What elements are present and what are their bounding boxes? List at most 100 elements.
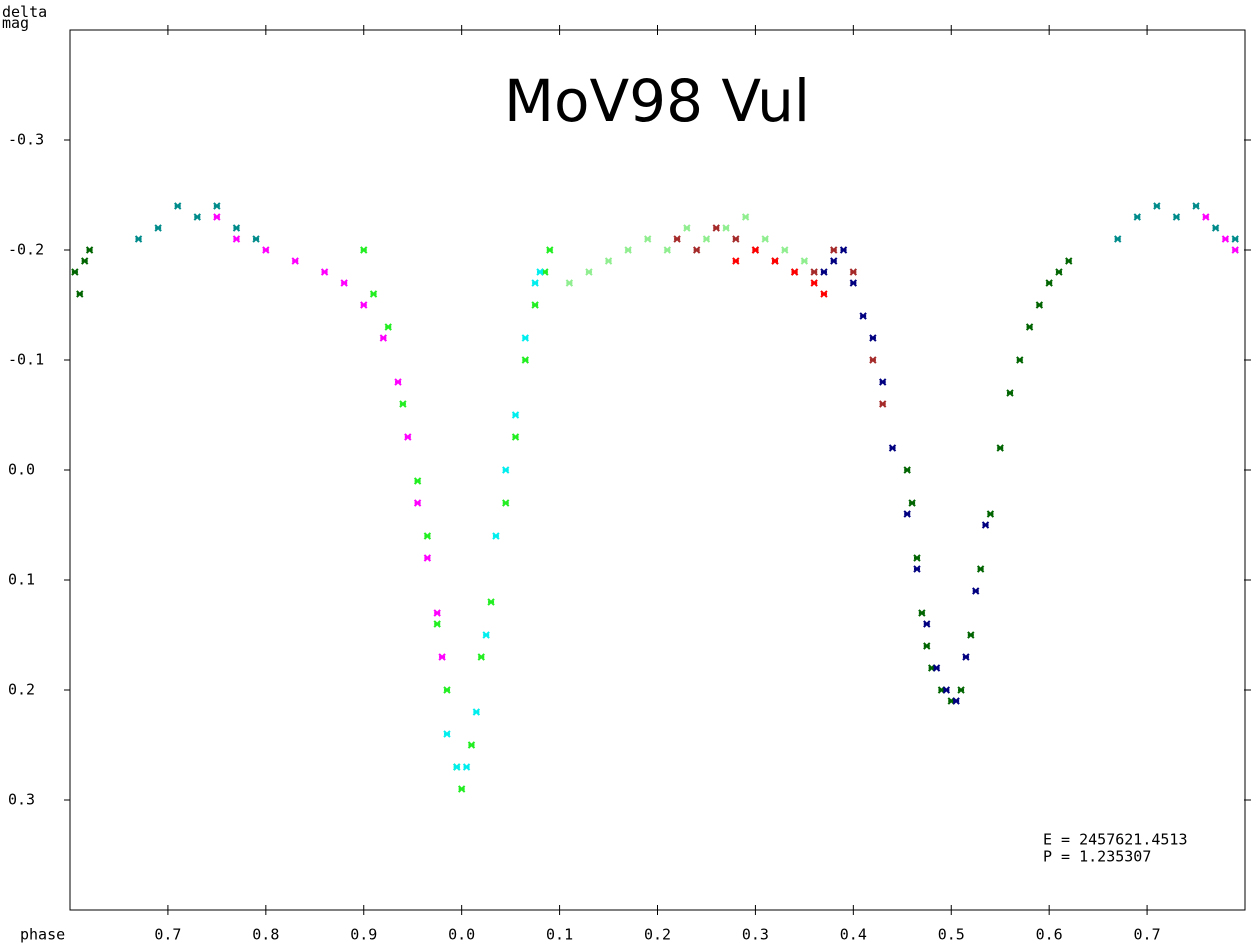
data-point	[213, 202, 221, 210]
data-point	[76, 290, 84, 298]
data-point	[1114, 235, 1122, 243]
y-tick-label: 0.0	[8, 461, 35, 479]
data-point	[492, 532, 500, 540]
data-point	[918, 609, 926, 617]
data-point	[790, 268, 799, 276]
data-point	[923, 642, 931, 650]
data-point	[213, 213, 221, 221]
data-point	[976, 565, 985, 573]
data-point	[913, 565, 921, 573]
data-point	[692, 246, 701, 254]
y-tick-label: 0.3	[8, 791, 35, 809]
data-point	[360, 301, 368, 309]
data-point	[404, 433, 412, 441]
data-point	[830, 246, 838, 254]
data-point	[360, 246, 368, 254]
data-point	[1172, 213, 1181, 221]
data-point	[800, 257, 809, 265]
data-point	[1006, 389, 1014, 397]
data-point	[1025, 323, 1034, 331]
data-point	[457, 785, 466, 793]
y-tick-label: -0.1	[8, 351, 44, 369]
data-point	[423, 554, 432, 562]
x-tick-label: 0.3	[742, 926, 769, 944]
data-point	[869, 334, 877, 342]
data-point	[394, 378, 402, 386]
data-point	[521, 356, 530, 364]
data-point	[986, 510, 995, 518]
x-tick-label: 0.9	[350, 926, 377, 944]
data-point	[462, 763, 471, 771]
y-axis-label: delta mag	[2, 3, 47, 32]
data-point	[932, 664, 941, 672]
y-tick-label: 0.2	[8, 681, 35, 699]
data-point	[511, 411, 520, 419]
data-point	[443, 686, 451, 694]
chart-title: MoV98 Vul	[504, 67, 810, 135]
data-point	[810, 279, 818, 287]
data-point	[1192, 202, 1200, 210]
x-tick-label: 0.4	[840, 926, 867, 944]
annotation: E = 2457621.4513	[1043, 831, 1188, 849]
data-point	[1202, 213, 1210, 221]
data-point	[712, 224, 720, 232]
data-point	[413, 477, 422, 485]
data-point	[433, 620, 441, 628]
data-point	[438, 653, 446, 661]
data-point	[232, 224, 241, 232]
data-point	[869, 356, 877, 364]
data-point	[849, 268, 858, 276]
data-point	[1045, 279, 1053, 287]
x-axis-label: phase	[20, 926, 65, 944]
data-point	[849, 279, 858, 287]
data-point	[732, 235, 740, 243]
data-point	[252, 235, 260, 243]
data-point	[962, 653, 970, 661]
data-point	[741, 213, 750, 221]
data-point	[859, 312, 867, 320]
data-point	[443, 730, 451, 738]
data-point	[502, 499, 510, 507]
data-point	[702, 235, 711, 243]
data-point	[369, 290, 378, 298]
data-point	[903, 510, 911, 518]
data-point	[291, 257, 299, 265]
data-point	[820, 268, 828, 276]
plot-frame	[69, 29, 1246, 911]
data-point	[810, 268, 818, 276]
data-point	[830, 257, 838, 265]
x-tick-label: 0.7	[154, 926, 181, 944]
data-point	[71, 268, 79, 276]
data-point	[957, 686, 965, 694]
data-point	[472, 708, 481, 716]
data-point	[511, 433, 520, 441]
data-point	[1035, 301, 1044, 309]
data-point	[644, 235, 652, 243]
data-point	[384, 323, 392, 331]
data-point	[502, 466, 510, 474]
x-tick-label: 0.2	[644, 926, 671, 944]
annotation: P = 1.235307	[1043, 848, 1151, 866]
data-point	[320, 268, 329, 276]
data-point	[996, 444, 1004, 452]
data-point	[1231, 235, 1239, 243]
data-point	[399, 400, 407, 408]
data-point	[1055, 268, 1063, 276]
data-point	[379, 334, 388, 342]
data-point	[85, 246, 94, 254]
data-point	[967, 631, 975, 639]
data-point	[820, 290, 828, 298]
data-point	[663, 246, 671, 254]
data-point	[942, 686, 951, 694]
data-point	[722, 224, 730, 232]
data-point	[839, 246, 848, 254]
x-tick-label: 0.1	[546, 926, 573, 944]
data-point	[923, 620, 931, 628]
data-point	[981, 521, 990, 529]
data-point	[482, 631, 490, 639]
x-tick-label: 0.5	[938, 926, 965, 944]
data-point	[879, 400, 887, 408]
data-point	[531, 279, 539, 287]
data-point	[80, 257, 89, 265]
